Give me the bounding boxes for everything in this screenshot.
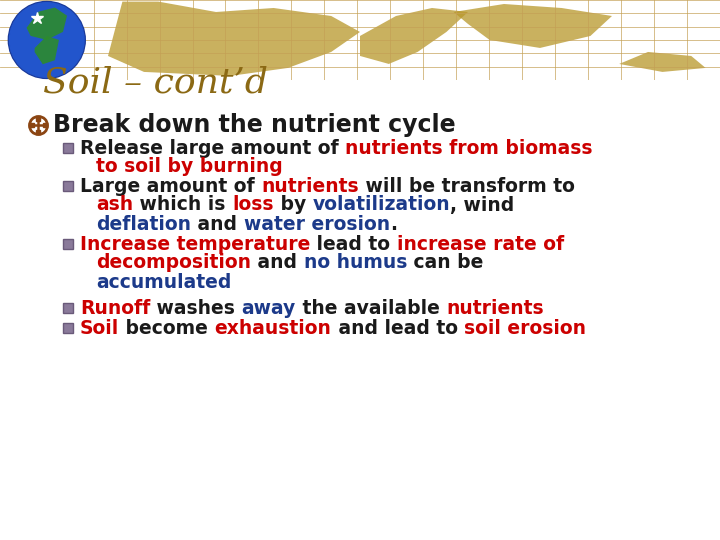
Text: lead to: lead to [310, 234, 397, 253]
Text: become: become [120, 319, 215, 338]
Text: loss: loss [232, 195, 274, 214]
Text: and: and [251, 253, 304, 273]
Text: the available: the available [296, 299, 446, 318]
Text: Release large amount of: Release large amount of [80, 138, 345, 158]
Polygon shape [27, 8, 67, 40]
Polygon shape [619, 52, 706, 72]
Text: can be: can be [407, 253, 483, 273]
Text: .: . [390, 214, 397, 233]
Text: no humus: no humus [304, 253, 407, 273]
Text: will be transform to: will be transform to [359, 177, 575, 195]
Text: and: and [191, 214, 243, 233]
Text: Large amount of: Large amount of [80, 177, 261, 195]
Text: ash: ash [96, 195, 133, 214]
Text: nutrients: nutrients [446, 299, 544, 318]
Text: Break down the nutrient cycle: Break down the nutrient cycle [53, 113, 456, 137]
Polygon shape [360, 8, 468, 64]
Text: washes: washes [150, 299, 242, 318]
Text: nutrients: nutrients [261, 177, 359, 195]
Polygon shape [108, 2, 360, 76]
Text: which is: which is [133, 195, 232, 214]
Text: volatilization: volatilization [312, 195, 450, 214]
Polygon shape [35, 36, 59, 64]
Text: Runoff: Runoff [80, 299, 150, 318]
Circle shape [9, 2, 85, 78]
Text: increase rate of: increase rate of [397, 234, 564, 253]
Text: water erosion: water erosion [243, 214, 390, 233]
Text: and lead to: and lead to [331, 319, 464, 338]
Text: to soil by burning: to soil by burning [96, 158, 283, 177]
Text: decomposition: decomposition [96, 253, 251, 273]
Text: , wind: , wind [450, 195, 514, 214]
Text: away: away [242, 299, 296, 318]
Polygon shape [454, 4, 612, 48]
Text: Soil – cont’d: Soil – cont’d [43, 66, 268, 100]
Text: deflation: deflation [96, 214, 191, 233]
Text: nutrients from biomass: nutrients from biomass [345, 138, 593, 158]
Text: by: by [274, 195, 312, 214]
Text: accumulated: accumulated [96, 273, 231, 292]
Text: soil erosion: soil erosion [464, 319, 586, 338]
Text: Increase temperature: Increase temperature [80, 234, 310, 253]
Circle shape [9, 3, 84, 77]
Text: Soil: Soil [80, 319, 120, 338]
Text: exhaustion: exhaustion [215, 319, 331, 338]
